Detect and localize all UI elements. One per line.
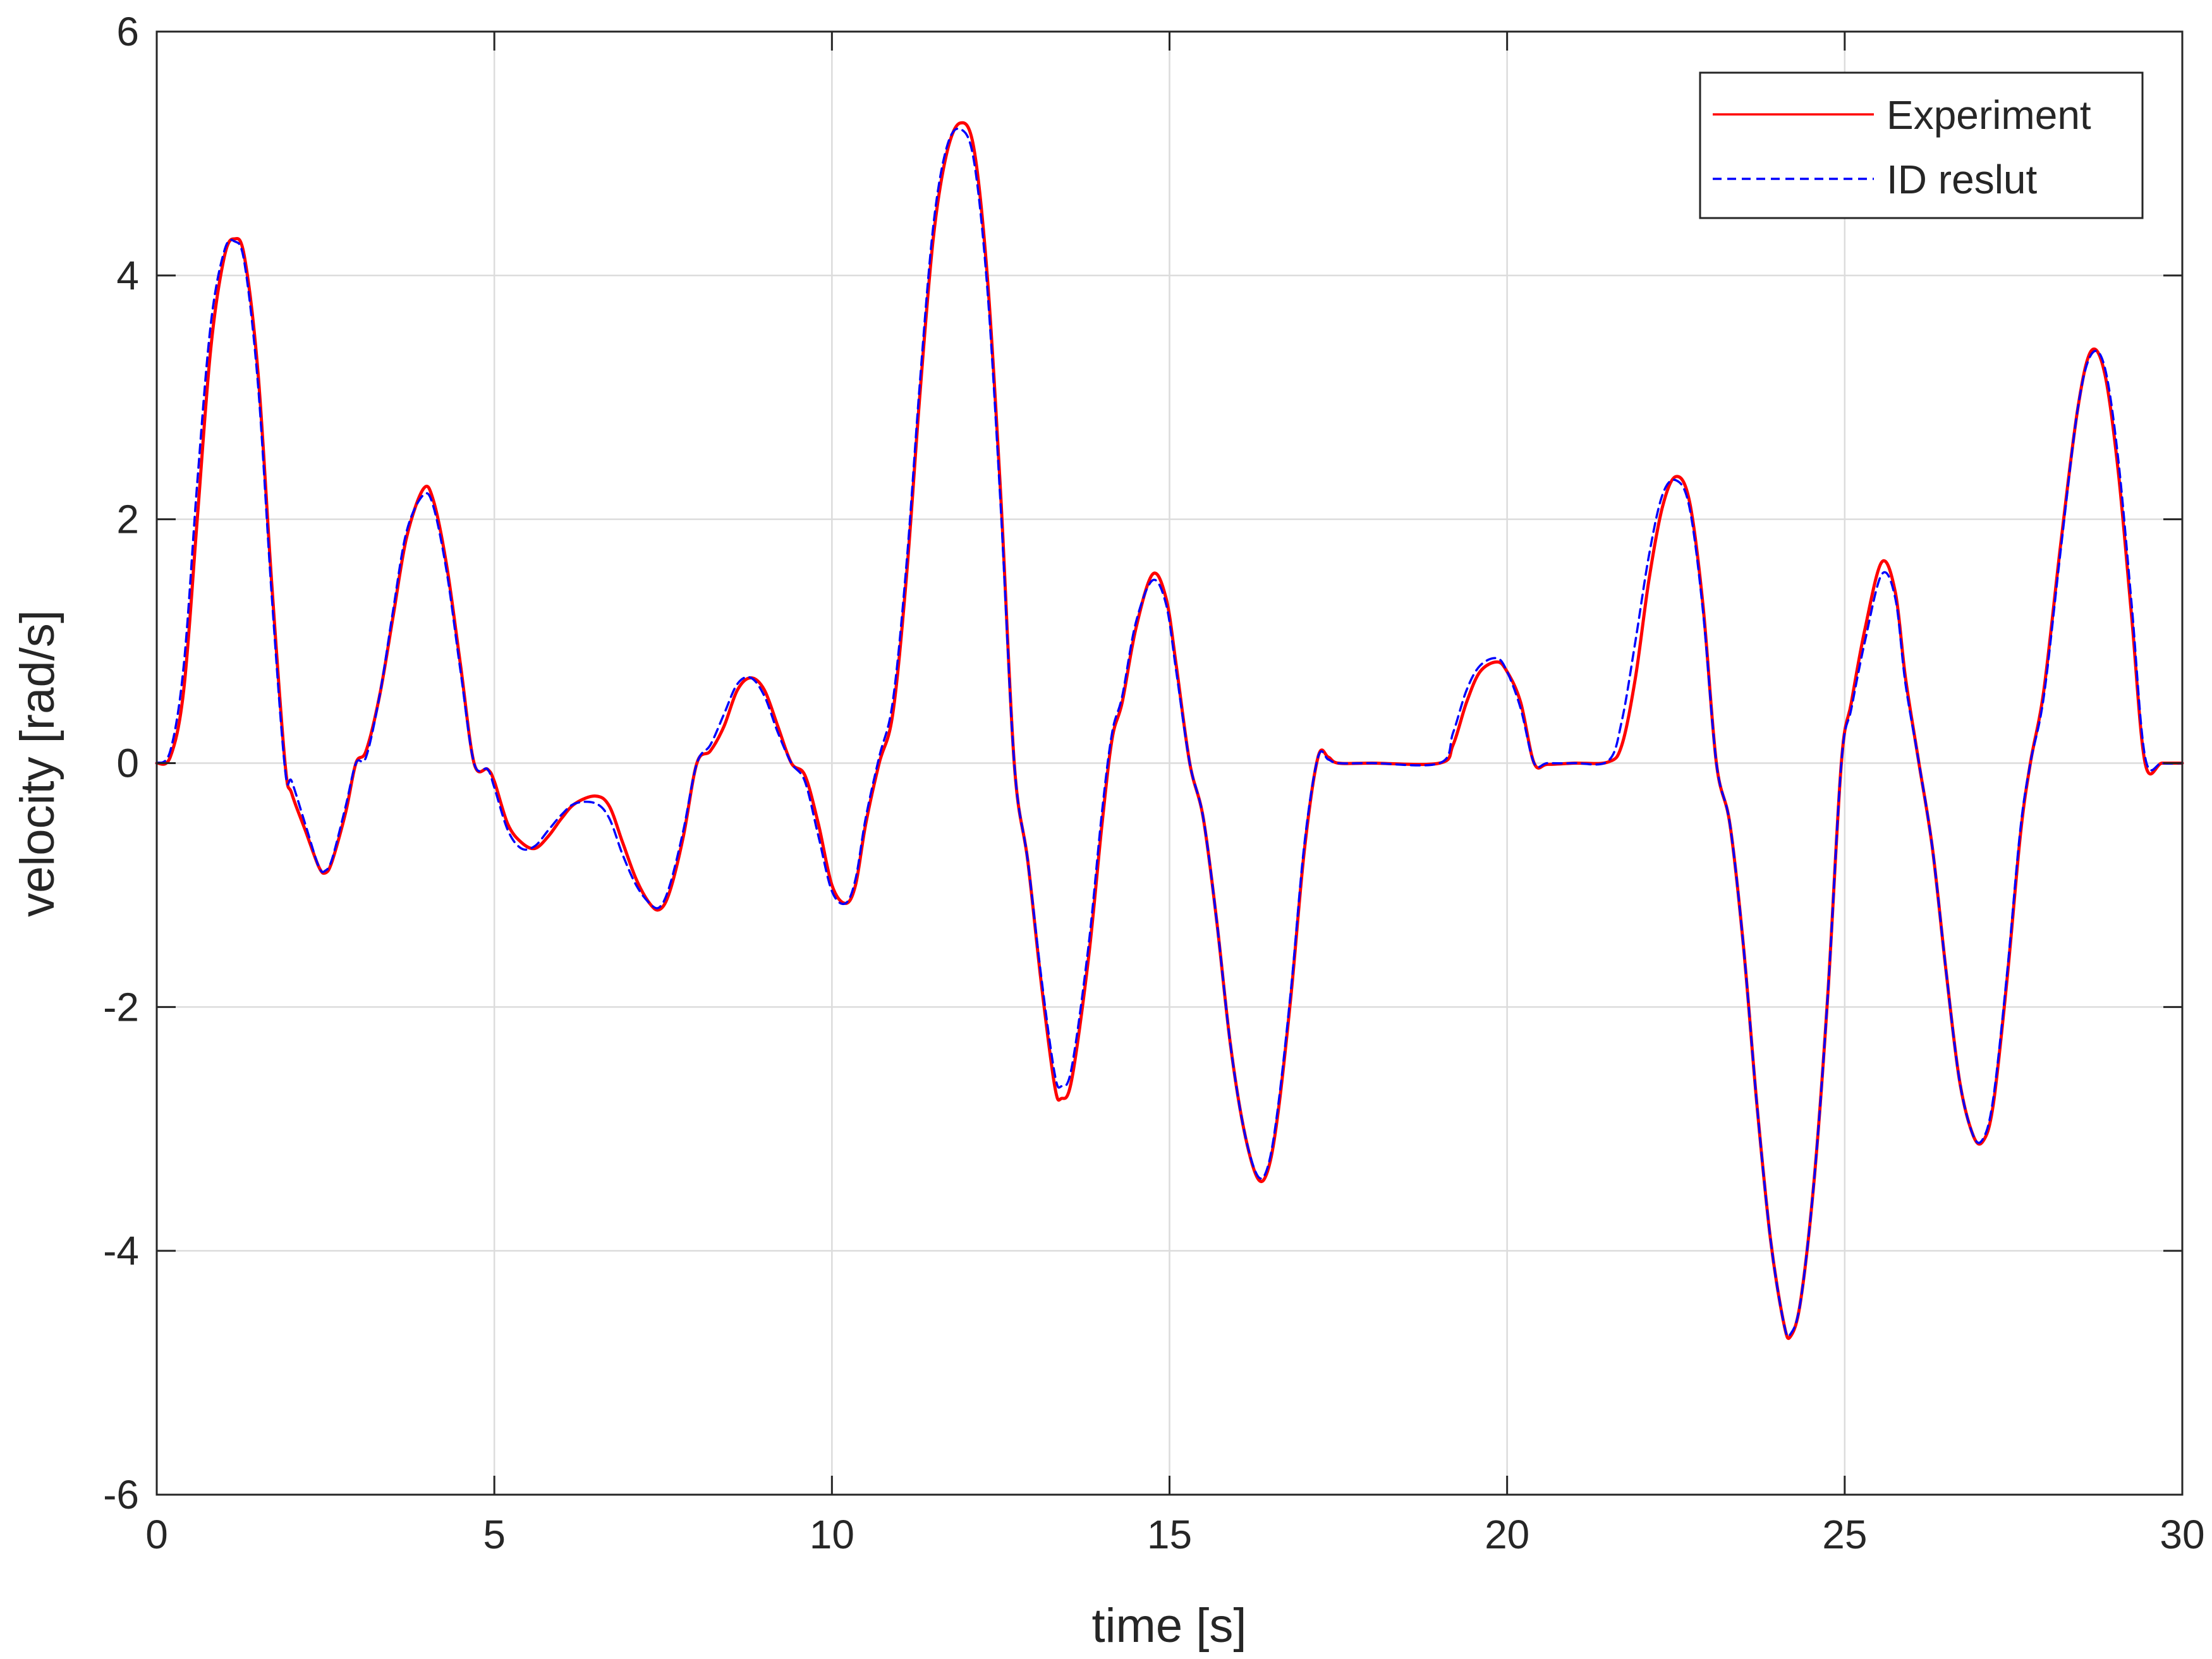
legend-label-id-result: ID reslut — [1887, 157, 2038, 202]
series-layer — [155, 121, 2184, 1340]
y-tick-label: 0 — [116, 741, 139, 786]
y-tick-label: 4 — [116, 253, 139, 298]
x-tick-label: 20 — [1485, 1512, 1529, 1557]
y-tick-label: -6 — [103, 1472, 139, 1517]
x-axis-label: time [s] — [1092, 1599, 1247, 1653]
x-tick-label: 10 — [810, 1512, 854, 1557]
axis-ticks — [155, 30, 2184, 1496]
legend-box — [1699, 71, 2144, 219]
y-tick-label: -2 — [103, 984, 139, 1030]
y-tick-label: -4 — [103, 1228, 139, 1273]
x-tick-label: 25 — [1822, 1512, 1867, 1557]
x-tick-label: 5 — [483, 1512, 506, 1557]
x-tick-label: 30 — [2160, 1512, 2204, 1557]
y-tick-label: 6 — [116, 9, 139, 54]
x-tick-label: 15 — [1147, 1512, 1192, 1557]
y-tick-labels: -6 -4 -2 0 2 4 6 — [103, 9, 139, 1517]
x-tick-label: 0 — [145, 1512, 168, 1557]
y-axis-label: velocity [rad/s] — [11, 610, 64, 917]
series-line-id-result — [155, 127, 2184, 1338]
legend: Experiment ID reslut — [1699, 71, 2144, 219]
y-tick-label: 2 — [116, 497, 139, 542]
grid-lines — [157, 32, 2182, 1495]
x-tick-labels: 0 5 10 15 20 25 30 — [145, 1512, 2204, 1557]
legend-label-experiment: Experiment — [1887, 92, 2091, 138]
